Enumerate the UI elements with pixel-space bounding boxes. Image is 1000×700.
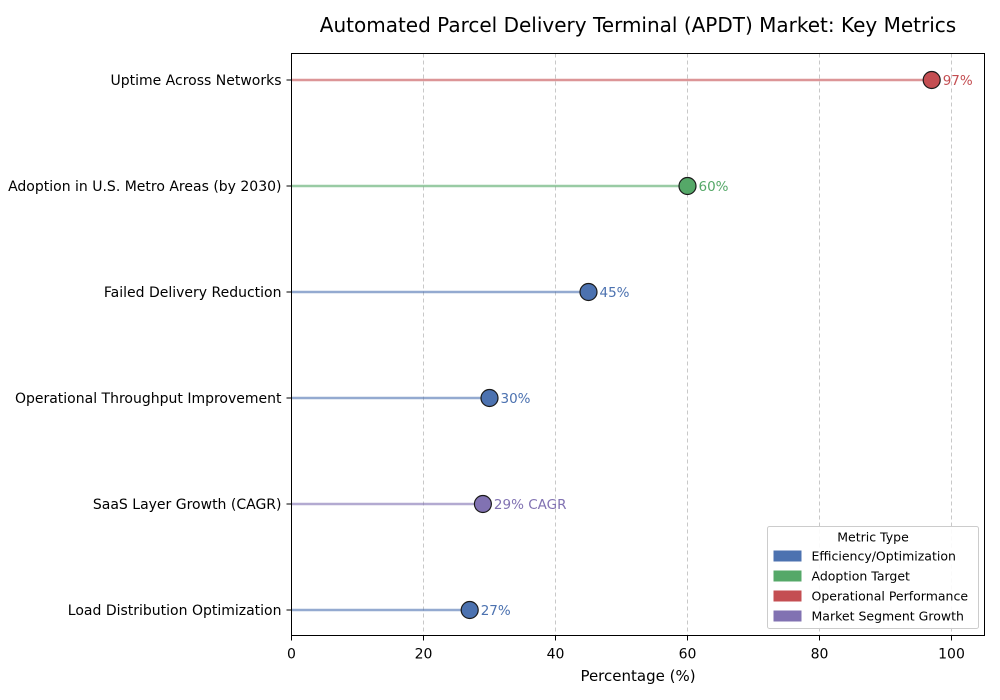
category-label: SaaS Layer Growth (CAGR) [93,497,282,513]
lollipop-stems [291,78,932,612]
category-label: Operational Throughput Improvement [15,391,282,407]
legend-swatch [773,570,802,582]
legend-box [767,526,979,629]
legend-entry-label: Market Segment Growth [812,609,964,624]
lollipop-dot [480,388,499,408]
lollipop-dot [678,176,697,196]
plot-frame [291,53,985,636]
legend-swatch [773,610,802,622]
x-tick-label: 60 [679,647,697,663]
category-labels: Uptime Across Networks Adoption in U.S. M… [8,73,292,619]
lollipop-dot [460,600,479,620]
x-tick-label: 20 [415,647,433,663]
legend: Metric Type Efficiency/Optimization Adopti… [767,526,979,629]
value-label: 27% [481,603,511,619]
value-label: 45% [600,285,630,301]
legend-entry-label: Operational Performance [812,589,969,604]
legend-swatch [773,590,802,602]
value-label: 30% [501,391,531,407]
legend-swatch [773,550,802,562]
value-label: 60% [699,179,729,195]
x-tick-label: 0 [287,647,296,663]
x-tick-label: 100 [938,647,965,663]
legend-entry-label: Efficiency/Optimization [812,549,956,564]
legend-entry-label: Adoption Target [812,569,911,584]
category-label: Adoption in U.S. Metro Areas (by 2030) [8,179,281,195]
lollipop-dot [579,282,598,302]
lollipop-dot [473,494,492,514]
value-label: 97% [943,73,973,89]
x-tick-label: 80 [811,647,829,663]
value-label: 29% CAGR [494,497,567,513]
category-label: Uptime Across Networks [110,73,281,89]
lollipop-dot [922,70,941,90]
x-tick-label: 40 [547,647,565,663]
legend-title: Metric Type [837,530,909,545]
chart-title: Automated Parcel Delivery Terminal (APDT… [320,13,956,37]
x-axis-ticks: 0 20 40 60 80 100 [287,635,965,663]
value-labels: 97% 60% 45% 30% 29% CAGR 27% [481,73,973,619]
x-axis-label: Percentage (%) [580,667,695,685]
category-label: Load Distribution Optimization [68,603,282,619]
lollipop-dots [460,70,941,620]
category-label: Failed Delivery Reduction [104,285,282,301]
